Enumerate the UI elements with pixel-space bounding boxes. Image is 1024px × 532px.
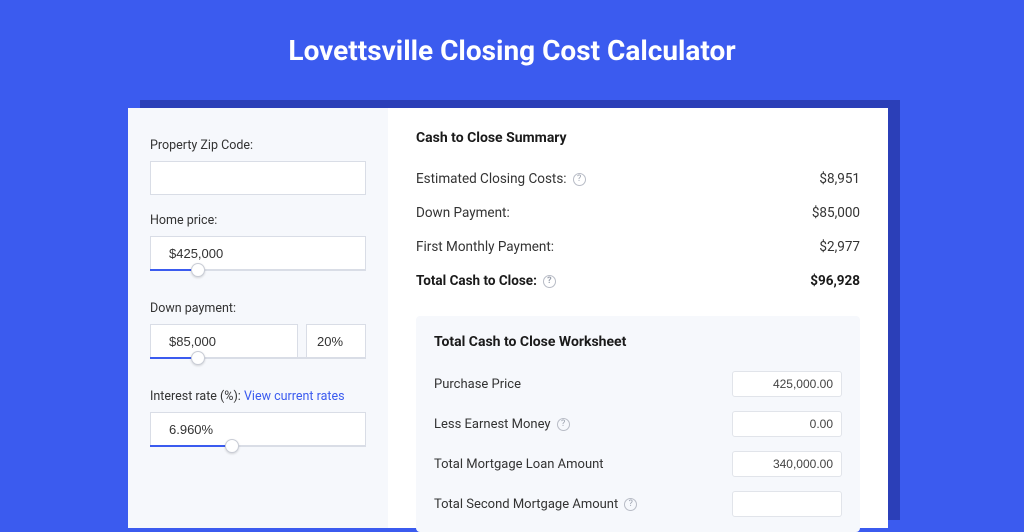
slider-thumb[interactable] [225,439,239,453]
help-icon[interactable]: ? [543,275,556,288]
summary-value: $2,977 [819,239,860,255]
down-payment-slider[interactable] [150,357,366,371]
ws-loan-amount-input[interactable] [732,451,842,477]
ws-row-purchase-price: Purchase Price [434,364,842,404]
ws-purchase-price-input[interactable] [732,371,842,397]
page-title: Lovettsville Closing Cost Calculator [0,0,1024,91]
ws-row-earnest-money: Less Earnest Money ? [434,404,842,444]
summary-label: First Monthly Payment: [416,239,554,255]
worksheet-panel: Total Cash to Close Worksheet Purchase P… [416,316,860,532]
ws-row-second-mortgage: Total Second Mortgage Amount ? [434,484,842,524]
home-price-group: Home price: [150,213,366,283]
calculator-card: Property Zip Code: Home price: Down paym… [128,108,888,528]
help-icon[interactable]: ? [557,418,570,431]
home-price-slider[interactable] [150,269,366,283]
summary-label: Estimated Closing Costs: [416,171,567,187]
summary-label: Down Payment: [416,205,510,221]
ws-label: Less Earnest Money [434,417,551,432]
summary-row-total: Total Cash to Close: ? $96,928 [416,264,860,298]
slider-thumb[interactable] [191,351,205,365]
zip-field-group: Property Zip Code: [150,138,366,195]
help-icon[interactable]: ? [573,173,586,186]
summary-value: $8,951 [819,171,860,187]
results-panel: Cash to Close Summary Estimated Closing … [388,108,888,528]
summary-total-label: Total Cash to Close: [416,273,537,289]
worksheet-title: Total Cash to Close Worksheet [434,334,842,350]
ws-second-mortgage-input[interactable] [732,491,842,517]
summary-row-down-payment: Down Payment: $85,000 [416,196,860,230]
zip-label: Property Zip Code: [150,138,366,153]
ws-label: Total Mortgage Loan Amount [434,457,604,472]
down-payment-label: Down payment: [150,301,366,316]
summary-row-closing-costs: Estimated Closing Costs: ? $8,951 [416,162,860,196]
interest-rate-input[interactable] [150,412,366,446]
interest-label-text: Interest rate (%): [150,389,241,404]
summary-value: $85,000 [812,205,860,221]
ws-label: Purchase Price [434,377,521,392]
ws-row-loan-amount: Total Mortgage Loan Amount [434,444,842,484]
view-rates-link[interactable]: View current rates [244,389,345,404]
summary-total-value: $96,928 [810,273,860,289]
down-payment-pct-input[interactable] [306,324,366,358]
slider-thumb[interactable] [191,263,205,277]
summary-title: Cash to Close Summary [416,130,860,146]
zip-input[interactable] [150,161,366,195]
summary-row-first-payment: First Monthly Payment: $2,977 [416,230,860,264]
down-payment-group: Down payment: [150,301,366,371]
down-payment-input[interactable] [150,324,298,358]
slider-fill [150,445,232,447]
ws-earnest-money-input[interactable] [732,411,842,437]
home-price-input[interactable] [150,236,366,270]
interest-rate-label: Interest rate (%): View current rates [150,389,366,404]
interest-rate-group: Interest rate (%): View current rates [150,389,366,459]
interest-rate-slider[interactable] [150,445,366,459]
help-icon[interactable]: ? [624,498,637,511]
input-panel: Property Zip Code: Home price: Down paym… [128,108,388,528]
home-price-label: Home price: [150,213,366,228]
ws-label: Total Second Mortgage Amount [434,497,618,512]
